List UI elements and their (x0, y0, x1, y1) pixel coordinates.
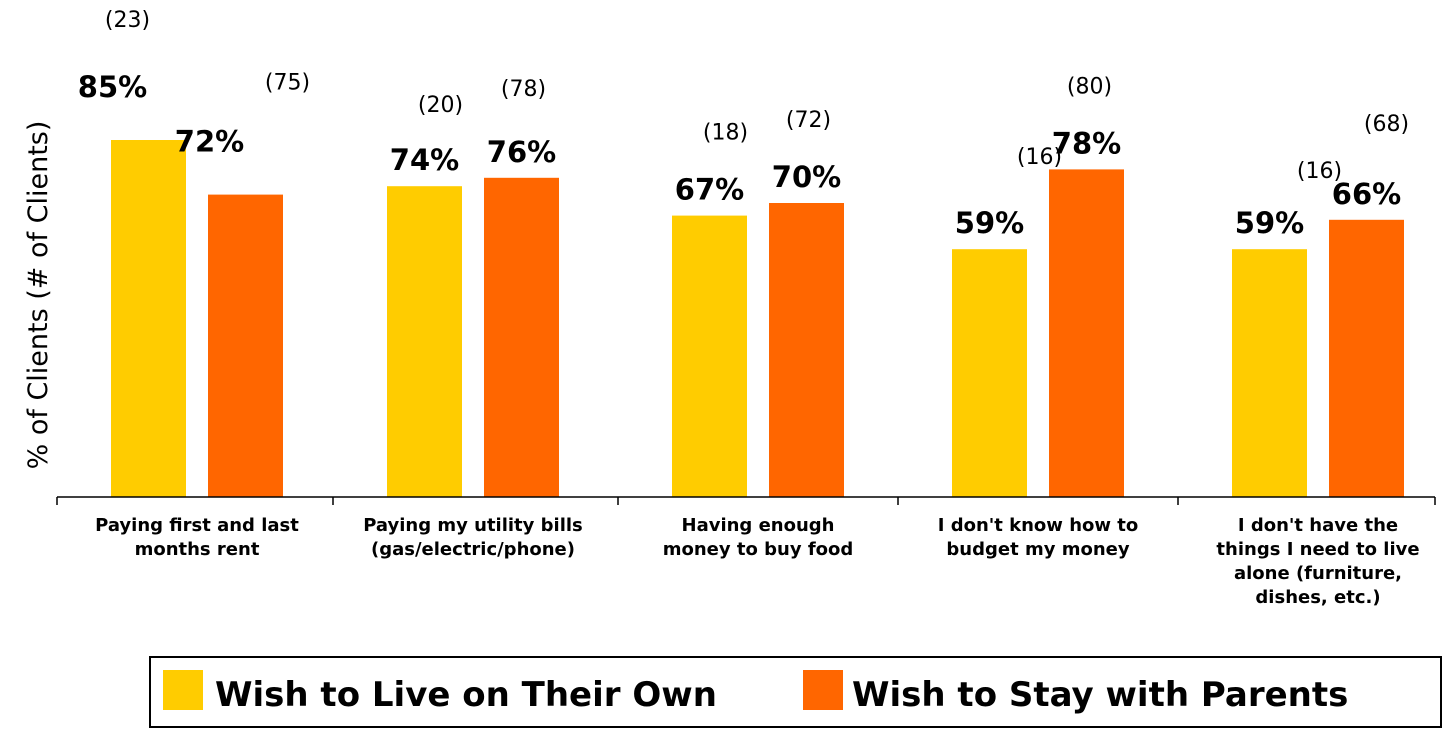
count-label-live-own-0: (23) (105, 8, 150, 33)
legend-frame (149, 656, 1442, 728)
bar-live-own-0 (111, 140, 186, 497)
legend-label-live-own: Wish to Live on Their Own (215, 675, 717, 715)
count-label-live-own-1: (20) (418, 93, 463, 118)
count-label-live-own-2: (18) (703, 121, 748, 146)
value-labels-group: 85% 72% 74% 76% 67% 70% 59% 78% 59% 66% (78, 70, 1401, 240)
value-label-live-own-0: 85% (78, 70, 147, 104)
category-label-0: Paying first and last months rent (95, 515, 299, 560)
category-label-line: Having enough (682, 515, 835, 536)
legend: Wish to Live on Their Own Wish to Stay w… (149, 656, 1442, 728)
category-label-line: I don't know how to (938, 515, 1139, 536)
category-label-3: I don't know how to budget my money (938, 515, 1139, 560)
count-label-live-own-4: (16) (1297, 159, 1342, 184)
category-label-line: Paying first and last (95, 515, 299, 536)
bar-stay-parents-0 (208, 194, 283, 497)
bar-stay-parents-2 (769, 203, 844, 497)
value-label-live-own-1: 74% (390, 143, 459, 177)
count-label-stay-parents-2: (72) (786, 108, 831, 133)
category-label-line: dishes, etc.) (1255, 587, 1380, 608)
bar-live-own-3 (952, 249, 1027, 497)
bars-group (111, 140, 1404, 498)
category-label-line: months rent (135, 539, 260, 560)
category-label-line: things I need to live (1216, 539, 1419, 560)
count-label-stay-parents-0: (75) (265, 71, 310, 96)
x-axis-ticks (56, 497, 1436, 505)
value-label-stay-parents-1: 76% (487, 135, 556, 169)
count-labels-group: (23) (75) (20) (78) (18) (72) (16) (80) (16) (68) (105, 8, 1409, 184)
legend-label-stay-parents: Wish to Stay with Parents (852, 675, 1348, 715)
value-label-live-own-3: 59% (955, 206, 1024, 240)
category-label-line: (gas/electric/phone) (371, 539, 575, 560)
y-axis-label: % of Clients (# of Clients) (23, 121, 54, 470)
legend-swatch-live-own (163, 670, 203, 710)
value-label-live-own-2: 67% (675, 173, 744, 207)
value-label-stay-parents-0: 72% (175, 125, 244, 159)
category-label-line: Paying my utility bills (363, 515, 583, 536)
bar-live-own-4 (1232, 249, 1307, 497)
category-label-line: alone (furniture, (1234, 563, 1402, 584)
category-label-line: money to buy food (663, 539, 854, 560)
bar-stay-parents-1 (484, 177, 559, 498)
category-label-line: I don't have the (1238, 515, 1398, 536)
category-label-line: budget my money (946, 539, 1129, 560)
category-label-4: I don't have the things I need to live alo… (1216, 515, 1419, 608)
value-label-stay-parents-2: 70% (772, 160, 841, 194)
category-labels-group: Paying first and last months rent Paying m… (95, 515, 1419, 608)
legend-swatch-stay-parents (803, 670, 843, 710)
bar-live-own-2 (672, 215, 747, 497)
value-label-stay-parents-4: 66% (1332, 177, 1401, 211)
bar-stay-parents-4 (1329, 219, 1404, 498)
value-label-stay-parents-3: 78% (1052, 126, 1121, 160)
bar-live-own-1 (387, 186, 462, 497)
count-label-stay-parents-4: (68) (1364, 112, 1409, 137)
category-label-2: Having enough money to buy food (663, 515, 854, 560)
value-label-live-own-4: 59% (1235, 206, 1304, 240)
count-label-live-own-3: (16) (1017, 145, 1062, 170)
count-label-stay-parents-3: (80) (1067, 74, 1112, 99)
count-label-stay-parents-1: (78) (501, 77, 546, 102)
bar-stay-parents-3 (1049, 169, 1124, 497)
category-label-1: Paying my utility bills (gas/electric/pho… (363, 515, 583, 560)
